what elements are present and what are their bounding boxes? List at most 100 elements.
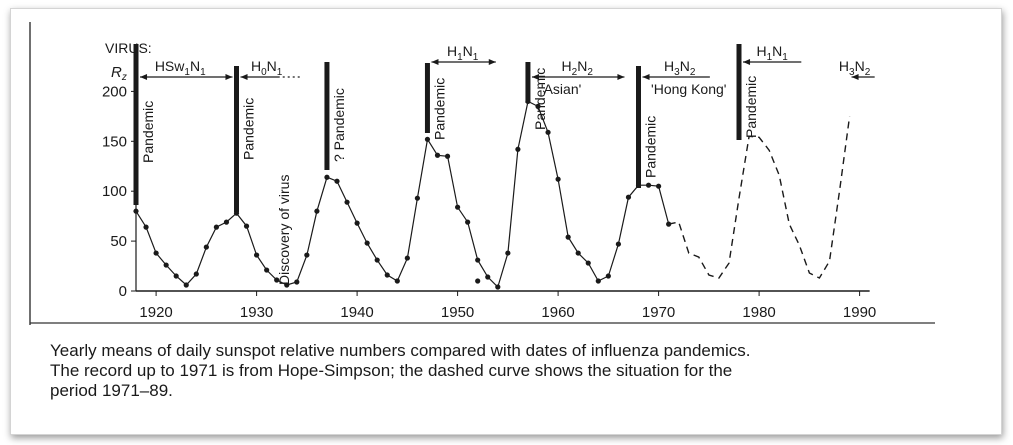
pandemic-label-1937: ? Pandemic <box>331 88 347 162</box>
virus-subtype-label: H1N1 <box>447 43 479 63</box>
data-point <box>615 241 622 247</box>
arrow-head-left <box>642 74 650 80</box>
arrow-head-left <box>531 74 539 80</box>
data-point <box>254 252 260 258</box>
x-tick-label: 1950 <box>441 304 474 321</box>
data-point <box>153 250 159 256</box>
data-point <box>394 278 400 284</box>
x-tick-label: 1960 <box>541 304 574 321</box>
data-point <box>264 267 270 273</box>
data-point <box>203 244 209 250</box>
data-point <box>233 210 240 216</box>
data-point <box>183 282 189 288</box>
pandemic-label-1978: Pandemic <box>743 76 759 138</box>
data-point <box>666 221 672 227</box>
data-point <box>455 204 461 210</box>
series-line-1971-1989 <box>668 116 851 279</box>
data-point <box>535 103 541 109</box>
arrow-head-left <box>240 74 248 80</box>
data-point <box>143 224 149 230</box>
data-point <box>163 262 169 268</box>
virus-subtype-label: HSw1N1 <box>155 58 206 78</box>
x-tick-label: 1940 <box>340 304 373 321</box>
x-tick-label: 1990 <box>843 304 876 321</box>
y-tick-label: 200 <box>102 83 127 100</box>
virus-subtype-label: H1N1 <box>756 43 788 63</box>
arrow-head-right <box>617 74 625 80</box>
data-point <box>505 250 511 256</box>
virus-subtype-label: H2N2 <box>562 58 594 78</box>
data-point <box>294 279 300 285</box>
data-point <box>645 182 652 188</box>
data-point <box>656 183 662 189</box>
annotation-labels: VIRUS: Rz Pandemic Pandemic ? Pandemic Pandem… <box>105 40 875 285</box>
virus-subtype-label: H0N1 <box>251 58 283 78</box>
data-point <box>565 234 571 240</box>
pandemic-label-1928: Pandemic <box>241 98 257 160</box>
data-point <box>404 255 410 261</box>
data-point <box>635 182 642 188</box>
data-point <box>575 250 581 256</box>
figure-caption: Yearly means of daily sunspot relative n… <box>50 341 950 401</box>
data-point <box>545 129 551 135</box>
pandemic-label-1957: Pandemic <box>532 68 548 130</box>
data-point <box>515 146 521 152</box>
chart-frame <box>29 22 935 325</box>
discovery-of-virus-label: Discovery of virus <box>276 175 292 285</box>
data-point <box>625 194 632 200</box>
data-point <box>444 153 451 159</box>
arrow-head-right <box>225 74 233 80</box>
data-point <box>595 278 601 284</box>
data-point <box>173 273 179 279</box>
data-point <box>384 272 390 278</box>
y-axis-label: Rz <box>111 64 127 83</box>
arrow-head-right <box>488 59 496 65</box>
data-point <box>284 282 290 288</box>
data-point <box>525 98 531 104</box>
data-point <box>334 178 340 184</box>
data-point <box>364 240 370 246</box>
data-point <box>193 271 199 277</box>
data-point <box>213 224 219 230</box>
pandemic-bars <box>133 44 742 212</box>
virus-nickname-label: 'Hong Kong' <box>651 81 726 97</box>
virus-nickname-label: 'Asian' <box>541 81 581 97</box>
y-tick-label: 0 <box>119 283 127 300</box>
series-line-1918-1971 <box>135 100 670 289</box>
data-point <box>243 223 250 229</box>
y-tick-label: 150 <box>102 133 127 150</box>
arrow-head-left <box>851 74 859 80</box>
data-point <box>133 208 139 214</box>
x-tick-label: 1920 <box>139 304 172 321</box>
caption-line-1: Yearly means of daily sunspot relative n… <box>50 341 751 360</box>
data-point <box>274 277 280 283</box>
data-point <box>475 278 481 284</box>
data-point <box>555 176 561 182</box>
pandemic-label-1968: Pandemic <box>643 116 659 178</box>
virus-row-label: VIRUS: <box>105 40 152 56</box>
data-point <box>354 220 360 226</box>
pandemic-label-1947: Pandemic <box>431 78 447 140</box>
data-point <box>374 257 380 263</box>
data-point <box>304 252 310 258</box>
x-tick-label: 1970 <box>642 304 675 321</box>
x-tick-label: 1980 <box>742 304 775 321</box>
arrow-head-left <box>431 59 439 65</box>
data-point <box>605 273 611 279</box>
data-point <box>414 195 420 201</box>
arrow-head-left <box>743 59 751 65</box>
data-point <box>424 136 431 142</box>
data-point <box>324 174 330 180</box>
virus-subtype-label: H3N2 <box>839 58 871 78</box>
data-point <box>223 219 230 225</box>
pandemic-label-1918: Pandemic <box>140 101 156 163</box>
data-point <box>485 274 491 280</box>
caption-line-2: The record up to 1971 is from Hope-Simps… <box>50 361 733 380</box>
data-point <box>434 152 441 158</box>
chart-axes: 1920 1930 1940 1950 1960 1970 1980 1990 0 50 100 15… <box>102 81 876 321</box>
x-tick-label: 1930 <box>240 304 273 321</box>
virus-subtype-label: H3N2 <box>664 58 696 78</box>
data-point <box>314 208 320 214</box>
figure-card <box>10 8 1002 435</box>
